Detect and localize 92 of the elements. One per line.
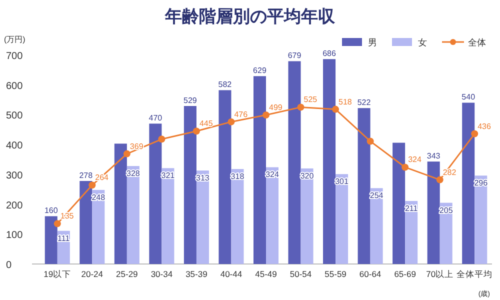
point: [54, 220, 61, 228]
data-label: 296: [474, 178, 488, 188]
data-label: 499: [269, 102, 283, 112]
bar: [126, 166, 140, 264]
x-tick-label: 65-69: [394, 269, 416, 279]
data-label: 436: [478, 122, 492, 131]
data-label: 205: [439, 206, 454, 215]
point: [402, 164, 409, 171]
y-tick-label: 500: [6, 110, 24, 122]
data-label: 525: [304, 95, 318, 104]
bar: [253, 76, 266, 264]
bar: [288, 61, 301, 264]
point: [123, 150, 130, 158]
legend-label: 女: [418, 38, 427, 48]
bar: [392, 142, 406, 264]
bar: [300, 168, 314, 264]
bar: [114, 144, 127, 264]
data-label: 320: [300, 171, 314, 180]
chart-title: 年齢階層別の平均年収: [164, 7, 336, 26]
data-label: 629: [253, 66, 267, 76]
y-tick-label: 300: [6, 170, 24, 182]
bar: [462, 102, 475, 264]
data-label: 679: [288, 51, 302, 60]
data-label: 324: [408, 155, 422, 164]
point: [88, 182, 96, 189]
y-tick-label: 600: [6, 80, 24, 92]
x-tick-label: 20-24: [81, 269, 104, 279]
point: [297, 104, 304, 111]
x-tick-label: 70以上: [426, 269, 454, 279]
data-label: 343: [426, 152, 441, 161]
point: [192, 128, 200, 135]
bar: [358, 108, 370, 264]
data-label: 476: [234, 110, 248, 119]
bar: [266, 167, 279, 264]
data-label: 254: [370, 191, 384, 200]
point: [471, 130, 478, 138]
x-tick-label: 全体平均: [456, 269, 493, 279]
y-tick-label: 0: [6, 260, 12, 271]
data-label: 686: [322, 49, 336, 58]
bar: [80, 180, 92, 264]
y-axis-title: (万円): [4, 35, 26, 44]
data-label: 248: [92, 192, 106, 202]
data-label: 582: [218, 80, 232, 90]
y-tick-label: 700: [6, 50, 24, 62]
data-label: 111: [58, 234, 70, 243]
y-tick-label: 200: [6, 200, 24, 212]
bar: [44, 216, 58, 264]
data-label: 211: [404, 204, 418, 213]
legend-label: 全体: [468, 38, 486, 48]
bar: [370, 188, 383, 264]
point: [366, 138, 374, 145]
point: [332, 106, 340, 113]
x-tick-label: 30-34: [150, 269, 173, 279]
bar: [184, 106, 196, 264]
data-label: 529: [184, 96, 198, 106]
x-tick-label: 45-49: [255, 269, 278, 279]
data-label: 328: [126, 169, 140, 178]
data-label: 301: [335, 177, 350, 186]
x-tick-label: 50-54: [290, 269, 312, 279]
data-label: 369: [130, 142, 144, 151]
data-label: 278: [79, 170, 94, 180]
bar: [196, 170, 209, 264]
bar: [218, 90, 232, 264]
data-label: 470: [148, 114, 163, 123]
x-tick-label: 40-44: [220, 269, 242, 279]
data-label: 518: [338, 97, 352, 106]
bar: [323, 59, 336, 264]
y-tick-label: 400: [6, 140, 24, 152]
legend-label: 男: [368, 38, 377, 48]
bar: [231, 169, 244, 264]
bar: [427, 162, 440, 264]
x-tick-label: 55-59: [324, 269, 347, 279]
bar: [474, 176, 488, 264]
point: [262, 111, 270, 118]
point: [228, 118, 235, 126]
point: [436, 176, 444, 184]
data-label: 318: [230, 172, 245, 182]
bar: [162, 168, 174, 264]
bar: [92, 190, 105, 264]
y-tick-label: 100: [6, 230, 24, 242]
data-label: 321: [161, 171, 176, 180]
x-tick-label: 19以下: [44, 269, 72, 279]
x-tick-label: 60-64: [359, 269, 382, 279]
point: [158, 136, 166, 143]
x-tick-label: 35-39: [186, 269, 208, 279]
x-tick-label: 25-29: [116, 269, 138, 279]
data-label: 445: [199, 119, 214, 128]
data-label: 540: [462, 92, 476, 102]
data-label: 522: [357, 98, 372, 108]
data-label: 160: [44, 206, 58, 216]
bar: [336, 174, 348, 264]
bar: [149, 124, 162, 264]
